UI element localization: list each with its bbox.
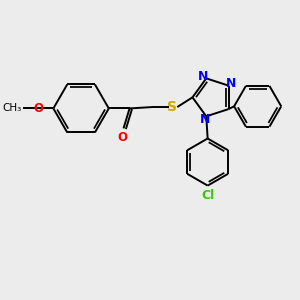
Text: N: N [226,77,236,90]
Text: S: S [167,100,177,114]
Text: CH₃: CH₃ [2,103,22,113]
Text: N: N [200,112,210,126]
Text: O: O [117,131,127,144]
Text: Cl: Cl [201,189,214,202]
Text: N: N [198,70,209,83]
Text: O: O [33,102,43,115]
